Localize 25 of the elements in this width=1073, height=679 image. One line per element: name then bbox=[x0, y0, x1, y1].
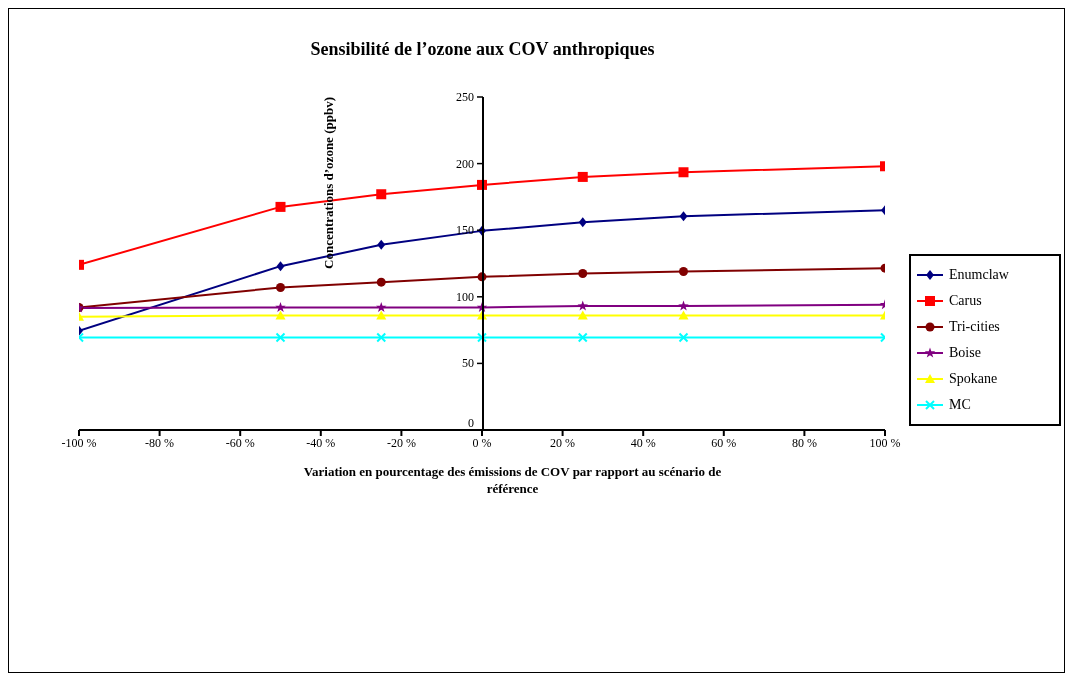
x-tick-label: -40 % bbox=[306, 435, 336, 450]
y-tick-label: 250 bbox=[456, 90, 474, 104]
y-tick-label: 50 bbox=[462, 356, 474, 371]
legend-label: Carus bbox=[949, 293, 982, 309]
x-tick-label: 40 % bbox=[630, 435, 656, 450]
legend-label: Spokane bbox=[949, 371, 998, 387]
y-axis-title: Concentrations d’ozone (ppbv) bbox=[321, 97, 336, 269]
x-tick-label: 100 % bbox=[869, 435, 901, 450]
x-tick-label: 20 % bbox=[550, 435, 576, 450]
x-axis-title: Variation en pourcentage des émissions de COV par rapport au scénario de référence bbox=[303, 464, 722, 496]
legend-label: Enumclaw bbox=[949, 267, 1009, 283]
y-tick-label: 200 bbox=[456, 156, 474, 171]
x-tick-label: -80 % bbox=[145, 435, 175, 450]
chart-title: Sensibilité de l’ozone aux COV anthropiques bbox=[310, 39, 655, 59]
legend-label: Boise bbox=[949, 345, 981, 361]
x-tick-label: 0 % bbox=[472, 435, 492, 450]
legend-label: MC bbox=[949, 397, 971, 413]
x-tick-label: -20 % bbox=[386, 435, 416, 450]
x-tick-label: 60 % bbox=[711, 435, 737, 450]
x-tick-label: 80 % bbox=[791, 435, 817, 450]
y-tick-label: 100 bbox=[456, 289, 474, 304]
x-tick-label: -100 % bbox=[61, 435, 97, 450]
x-tick-label: -60 % bbox=[225, 435, 255, 450]
y-tick-label: 0 bbox=[468, 416, 474, 430]
legend-label: Tri-cities bbox=[949, 319, 1000, 335]
